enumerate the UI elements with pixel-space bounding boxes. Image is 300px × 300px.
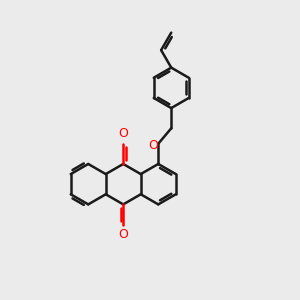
Text: O: O <box>118 127 128 140</box>
Text: O: O <box>118 229 128 242</box>
Text: O: O <box>148 139 158 152</box>
